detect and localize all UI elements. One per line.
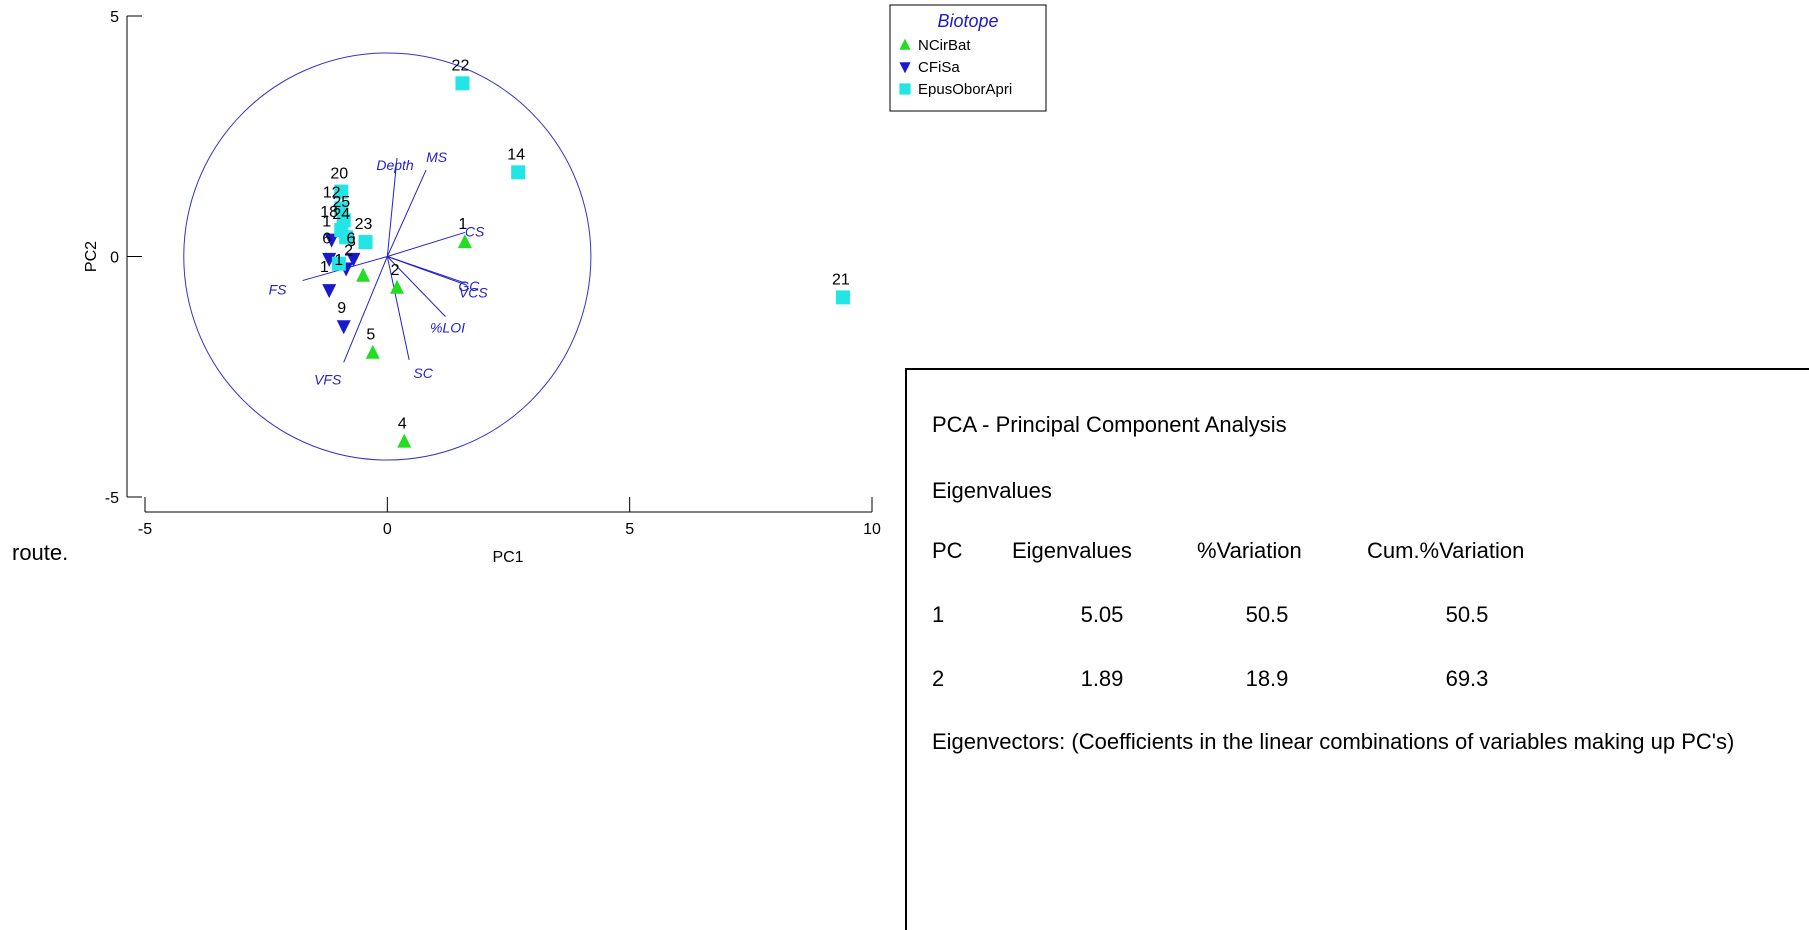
panel-title: PCA - Principal Component Analysis: [932, 412, 1287, 437]
point-label: 1: [458, 216, 467, 233]
point-label: 2: [344, 242, 353, 259]
data-point: [511, 165, 526, 180]
cell-eigenvalue: 1.89: [1080, 666, 1124, 691]
cell-pc: 1: [932, 602, 945, 627]
point-label: 9: [337, 300, 346, 317]
vector-label: VCS: [459, 284, 488, 300]
vector-label: %LOI: [430, 320, 465, 336]
data-point: [835, 290, 850, 305]
cell-pc: 2: [932, 666, 945, 691]
point-label: 20: [330, 166, 348, 183]
y-tick-label: 0: [110, 250, 119, 267]
y-tick-label: -5: [105, 490, 119, 507]
point-label: 25: [332, 194, 350, 211]
correlation-circle: [183, 52, 592, 461]
eigenvectors-note: Eigenvectors: (Coefficients in the linea…: [932, 729, 1735, 754]
loading-vector: [386, 256, 446, 317]
vector-label: CS: [465, 223, 485, 239]
data-point: [457, 234, 472, 249]
header-variation: %Variation: [1197, 538, 1302, 563]
cell-variation: 18.9: [1245, 666, 1289, 691]
point-label: 1: [322, 213, 331, 230]
header-eigenvalues: Eigenvalues: [1012, 538, 1132, 563]
loading-vector: [387, 256, 468, 286]
x-tick-label: 0: [383, 521, 392, 538]
cell-cum-variation: 69.3: [1445, 666, 1489, 691]
data-point: [397, 433, 412, 448]
cell-eigenvalue: 5.05: [1080, 602, 1124, 627]
point-label: 18: [320, 204, 338, 221]
eigenvalues-heading: Eigenvalues: [932, 478, 1052, 503]
point-label: 2: [391, 262, 400, 279]
loading-vector: [387, 231, 466, 257]
data-point: [334, 184, 349, 199]
data-point: [322, 284, 337, 299]
vector-label: MS: [426, 149, 448, 165]
x-tick-label: 10: [863, 521, 881, 538]
point-label: 23: [355, 216, 373, 233]
x-axis-label: PC1: [492, 549, 523, 566]
x-tick-label: 5: [625, 521, 634, 538]
vector-label: GC: [458, 278, 480, 294]
loading-vector: [386, 256, 410, 361]
point-label: 1: [334, 252, 343, 269]
data-point: [322, 252, 337, 267]
data-point: [356, 267, 371, 282]
vector-label: Depth: [376, 157, 414, 173]
legend-label: CFiSa: [918, 59, 960, 76]
point-label: 4: [398, 416, 407, 433]
legend-label: EpusOborApri: [918, 81, 1012, 98]
loading-vector: [386, 157, 398, 257]
data-point: [336, 320, 351, 335]
data-point: [455, 76, 470, 91]
x-tick-label: -5: [138, 521, 152, 538]
point-label: 6: [347, 230, 356, 247]
vector-label: FS: [269, 282, 288, 298]
point-label: 24: [332, 206, 350, 223]
pca-results-panel: PCA - Principal Component Analysis Eigen…: [905, 368, 1809, 930]
side-text: route.: [12, 540, 69, 565]
point-label: 6: [322, 230, 331, 247]
loading-vector: [343, 256, 388, 363]
legend-marker: [899, 38, 911, 50]
cell-cum-variation: 50.5: [1445, 602, 1489, 627]
header-cum-variation: Cum.%Variation: [1367, 538, 1525, 563]
loading-vector: [386, 169, 427, 257]
legend-marker: [899, 62, 911, 74]
y-axis-label: PC2: [83, 241, 100, 272]
data-point: [334, 201, 349, 216]
data-point: [331, 256, 346, 271]
point-label: 21: [832, 271, 850, 288]
y-tick-label: 5: [110, 9, 119, 26]
point-label: 14: [507, 146, 525, 163]
legend-marker: [899, 83, 911, 95]
point-label: 1: [320, 259, 329, 276]
vector-label: VFS: [314, 371, 342, 387]
point-label: 12: [323, 185, 341, 202]
data-point: [365, 344, 380, 359]
data-point: [346, 252, 361, 267]
legend-box: [889, 4, 1047, 112]
data-point: [324, 233, 339, 248]
data-point: [339, 230, 354, 245]
header-pc: PC: [932, 538, 963, 563]
point-label: 5: [366, 327, 375, 344]
point-label: 22: [452, 57, 470, 74]
vector-label: SC: [413, 365, 433, 381]
legend-label: NCirBat: [918, 37, 971, 54]
legend-title: Biotope: [937, 11, 998, 31]
data-point: [358, 235, 373, 250]
data-point: [390, 279, 405, 294]
cell-variation: 50.5: [1245, 602, 1289, 627]
